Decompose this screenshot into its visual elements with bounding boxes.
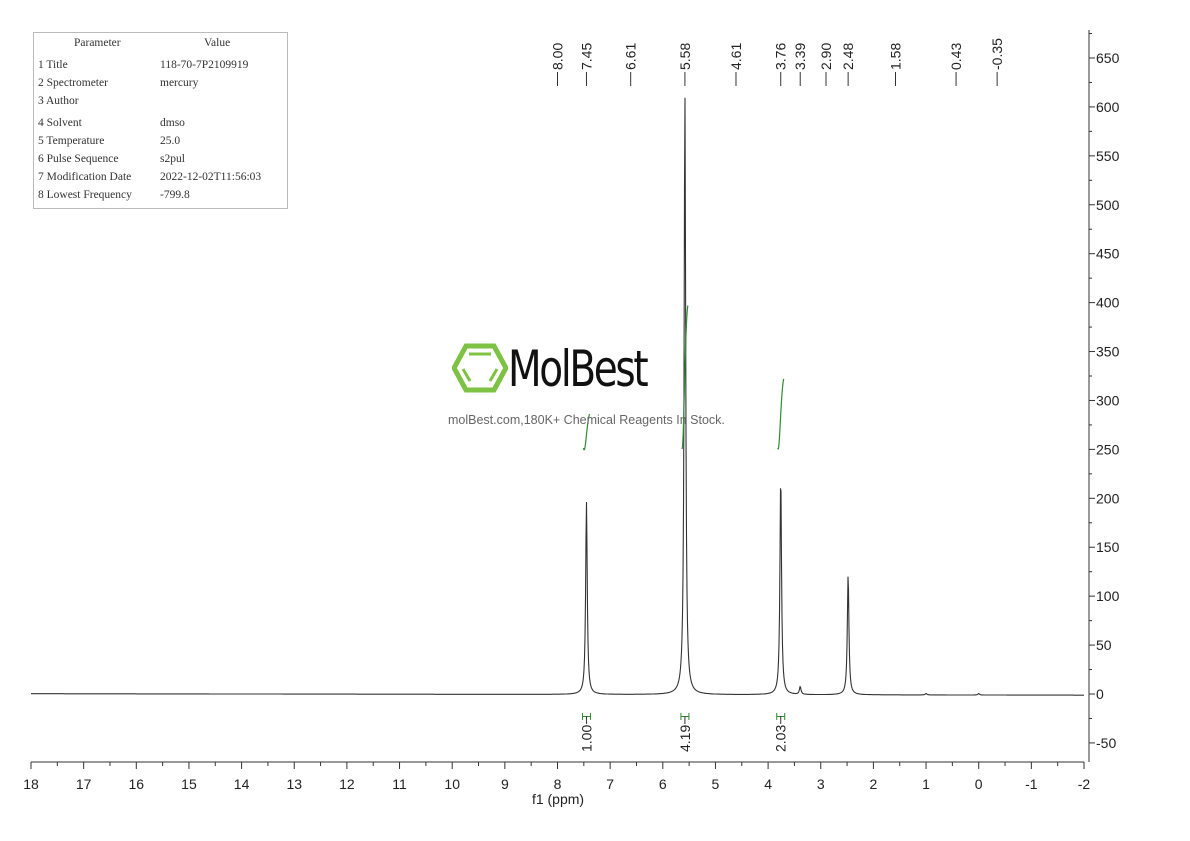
x-tick-label: 1 [922, 776, 930, 792]
molbest-logo-icon [452, 343, 508, 393]
x-tick-label: 7 [606, 776, 614, 792]
param-name: 5 Temperature [38, 135, 105, 147]
y-tick-label: -50 [1096, 735, 1116, 751]
x-tick-label: 13 [286, 776, 302, 792]
molbest-logo-text: MolBest [508, 340, 649, 398]
x-tick-label: 12 [339, 776, 355, 792]
x-tick-label: 0 [975, 776, 983, 792]
integral-curve [681, 305, 689, 449]
param-value: -799.8 [160, 189, 190, 201]
y-tick-label: 0 [1096, 686, 1104, 702]
integral-curve [777, 378, 785, 450]
param-name: 2 Spectrometer [38, 77, 108, 89]
y-tick-label: 150 [1096, 539, 1120, 555]
param-name: 6 Pulse Sequence [38, 153, 119, 165]
param-value: 25.0 [160, 135, 181, 147]
param-value: mercury [160, 77, 199, 89]
param-value: s2pul [160, 153, 185, 165]
x-tick-label: 3 [817, 776, 825, 792]
param-name: 7 Modification Date [38, 171, 132, 183]
x-tick-label: 2 [870, 776, 878, 792]
x-tick-label: 16 [129, 776, 145, 792]
parameter-table: Parameter Value 1 Title 118-70-7P2109919 2… [33, 32, 288, 209]
integral-curve [582, 413, 591, 451]
y-tick-label: 250 [1096, 441, 1120, 457]
y-tick-label: 500 [1096, 197, 1120, 213]
y-tick-label: 600 [1096, 99, 1120, 115]
param-value: 2022-12-02T11:56:03 [160, 171, 262, 183]
x-tick-label: 10 [444, 776, 460, 792]
x-tick-label: 5 [712, 776, 720, 792]
peak-label: 0.43 [948, 43, 964, 70]
peak-label: 1.58 [888, 43, 904, 70]
x-tick-label: 18 [23, 776, 39, 792]
param-value: 118-70-7P2109919 [160, 59, 249, 71]
integral-value: 1.00 [578, 725, 594, 752]
y-tick-label: 650 [1096, 50, 1120, 66]
x-tick-label: 11 [392, 776, 407, 792]
peak-label: 4.61 [728, 43, 744, 70]
y-tick-label: 100 [1096, 588, 1120, 604]
x-tick-label: 14 [234, 776, 250, 792]
param-name: 1 Title [38, 59, 68, 71]
peak-label: 7.45 [578, 43, 594, 70]
param-name: 3 Author [38, 95, 79, 107]
y-tick-label: 400 [1096, 295, 1120, 311]
watermark-tagline: molBest.com,180K+ Chemical Reagents In S… [448, 413, 725, 427]
param-name: 8 Lowest Frequency [38, 189, 132, 201]
peak-label: 2.90 [818, 43, 834, 70]
peak-label: 3.39 [792, 43, 808, 70]
param-value: dmso [160, 117, 185, 129]
y-tick-label: 350 [1096, 344, 1120, 360]
x-tick-label: -1 [1025, 776, 1038, 792]
x-tick-label: 6 [659, 776, 667, 792]
y-tick-label: 50 [1096, 637, 1112, 653]
peak-label: 3.76 [773, 43, 789, 70]
x-tick-label: 4 [764, 776, 772, 792]
peak-label: -0.35 [989, 38, 1005, 70]
y-tick-label: 550 [1096, 148, 1120, 164]
y-tick-label: 450 [1096, 246, 1120, 262]
x-tick-label: 8 [554, 776, 562, 792]
peak-label: 5.58 [677, 43, 693, 70]
integral-value: 2.03 [773, 725, 789, 752]
integral-value: 4.19 [677, 725, 693, 752]
x-tick-label: -2 [1078, 776, 1091, 792]
peak-label: 6.61 [623, 43, 639, 70]
x-tick-label: 17 [76, 776, 92, 792]
param-header: Parameter [74, 37, 121, 49]
peak-label: 8.00 [550, 43, 566, 70]
param-name: 4 Solvent [38, 117, 82, 129]
value-header: Value [204, 37, 231, 49]
x-tick-label: 15 [181, 776, 197, 792]
x-tick-label: 9 [501, 776, 509, 792]
x-axis-label: f1 (ppm) [532, 791, 584, 807]
spectrum-line [31, 97, 1084, 696]
y-tick-label: 200 [1096, 490, 1120, 506]
y-tick-label: 300 [1096, 392, 1120, 408]
peak-label: 2.48 [840, 43, 856, 70]
